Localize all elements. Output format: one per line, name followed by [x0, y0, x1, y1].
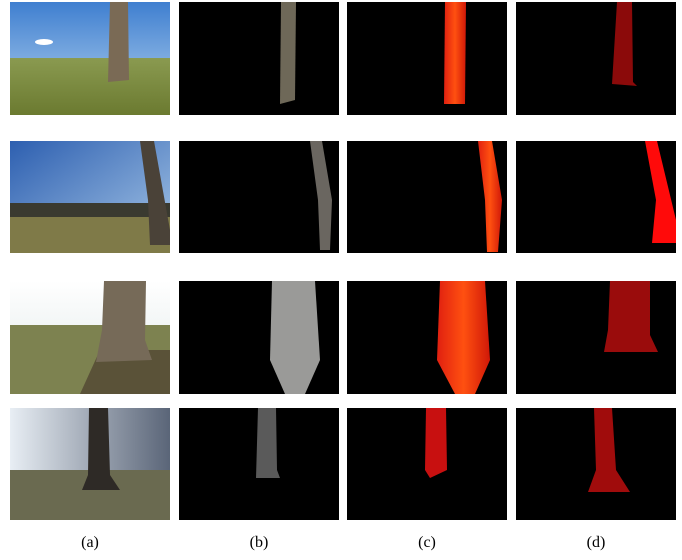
- row-1: [10, 2, 676, 115]
- mask-heat: [347, 2, 507, 115]
- trunk-gray: [280, 2, 296, 104]
- column-label: (b): [250, 534, 269, 551]
- column-label: (d): [587, 534, 606, 551]
- column-label: (c): [418, 534, 436, 551]
- trunk-seg: [604, 281, 658, 352]
- photo-ground: [10, 58, 170, 115]
- mask-seg: [516, 281, 676, 394]
- tree-trunk: [108, 2, 129, 82]
- shadow: [10, 203, 170, 217]
- figure: (a) (b) (c) (d): [0, 0, 682, 560]
- cloud: [35, 39, 53, 45]
- mask-seg: [516, 2, 676, 115]
- trunk-heat: [425, 408, 447, 478]
- row-4: [10, 408, 676, 520]
- row-3: [10, 281, 676, 394]
- row-2: [10, 141, 676, 253]
- trunk-heat: [444, 2, 466, 104]
- column-label: (a): [81, 534, 99, 551]
- tree-trunk: [96, 281, 152, 362]
- mask-gray: [179, 2, 339, 115]
- page: (a) (b) (c) (d) (() => { const data = JS…: [0, 0, 682, 560]
